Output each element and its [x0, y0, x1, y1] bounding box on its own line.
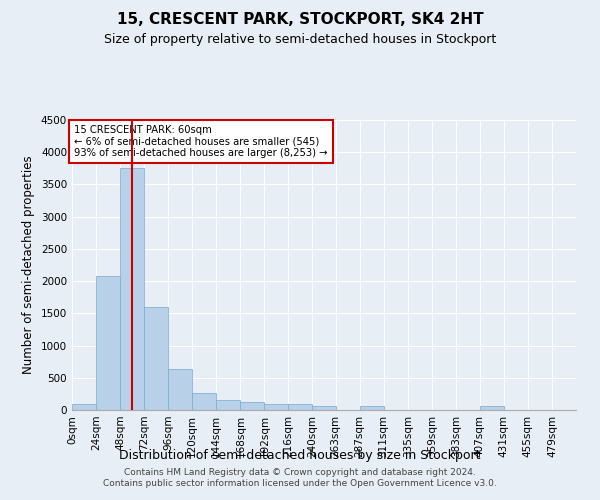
Bar	[241, 402, 265, 410]
Text: Size of property relative to semi-detached houses in Stockport: Size of property relative to semi-detach…	[104, 32, 496, 46]
Bar	[72, 404, 96, 410]
Bar	[120, 168, 144, 410]
Bar	[313, 406, 335, 410]
Y-axis label: Number of semi-detached properties: Number of semi-detached properties	[22, 156, 35, 374]
Text: Contains HM Land Registry data © Crown copyright and database right 2024.
Contai: Contains HM Land Registry data © Crown c…	[103, 468, 497, 487]
Text: 15 CRESCENT PARK: 60sqm
← 6% of semi-detached houses are smaller (545)
93% of se: 15 CRESCENT PARK: 60sqm ← 6% of semi-det…	[74, 124, 328, 158]
Bar	[359, 406, 383, 410]
Text: Distribution of semi-detached houses by size in Stockport: Distribution of semi-detached houses by …	[119, 448, 481, 462]
Bar	[144, 307, 168, 410]
Bar	[265, 404, 289, 410]
Bar	[480, 406, 504, 410]
Text: 15, CRESCENT PARK, STOCKPORT, SK4 2HT: 15, CRESCENT PARK, STOCKPORT, SK4 2HT	[116, 12, 484, 28]
Bar	[192, 392, 216, 410]
Bar	[168, 370, 192, 410]
Bar	[289, 404, 313, 410]
Bar	[216, 400, 241, 410]
Bar	[96, 276, 120, 410]
